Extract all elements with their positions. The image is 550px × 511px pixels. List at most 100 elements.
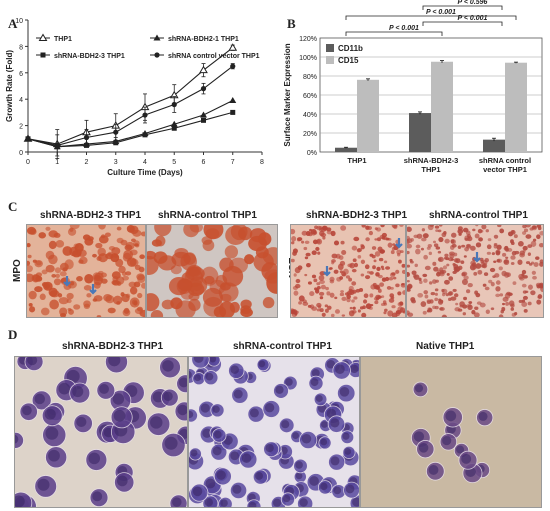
stained-cell <box>48 287 58 297</box>
stained-cell <box>205 228 220 239</box>
y-tick-label: 10 <box>15 18 23 25</box>
stained-cell <box>170 264 182 275</box>
stained-cell <box>471 309 476 315</box>
stained-cell <box>351 299 355 303</box>
stained-cell <box>432 261 437 266</box>
stained-cell <box>309 228 313 232</box>
stained-cell <box>306 262 311 268</box>
y-tick-label: 0 <box>19 150 23 157</box>
stained-cell <box>532 238 537 242</box>
stained-cell <box>525 225 531 228</box>
stained-cell <box>392 243 396 246</box>
stained-cell <box>292 248 298 254</box>
x-tick-label: 8 <box>260 159 264 166</box>
stained-cell <box>48 230 59 238</box>
x-tick-label: 1 <box>55 159 59 166</box>
cell-nucleus <box>248 501 257 507</box>
stained-cell <box>76 276 83 282</box>
category-label: THP1 <box>347 156 366 165</box>
growth-rate-chart: 0 2 4 6 8 10 0 1 2 3 4 5 6 7 8 Culture Time (Days) Growt… <box>5 18 264 177</box>
data-point-marker <box>229 97 237 104</box>
stained-cell <box>316 308 321 312</box>
stained-cell <box>505 301 510 306</box>
stained-cell <box>69 246 78 257</box>
cell-nucleus <box>212 405 220 413</box>
y-tick-label: 120% <box>299 36 317 43</box>
cell-nucleus <box>418 443 429 453</box>
stained-cell <box>390 250 395 255</box>
stained-cell <box>472 228 476 232</box>
stained-cell <box>140 231 145 237</box>
y-tick-label: 6 <box>19 71 23 78</box>
stained-cell <box>494 273 500 278</box>
stained-cell <box>419 280 423 284</box>
data-point-marker <box>228 43 238 51</box>
cell-nucleus <box>292 432 300 439</box>
stained-cell <box>441 288 445 293</box>
stained-cell <box>176 278 192 295</box>
stained-cell <box>484 257 489 263</box>
stained-cell <box>389 293 395 298</box>
cell-nucleus <box>192 486 203 497</box>
cell-nucleus <box>190 449 198 457</box>
stained-cell <box>307 304 312 308</box>
stained-cell <box>32 259 37 263</box>
caption-d-control: shRNA-control THP1 <box>233 341 332 352</box>
y-axis-title: Surface Marker Expression <box>283 43 292 146</box>
cell-nucleus <box>112 393 125 405</box>
y-tick-label: 8 <box>19 44 23 51</box>
stained-cell <box>376 237 381 242</box>
stained-cell <box>527 244 533 249</box>
stained-cell <box>407 226 412 232</box>
stained-cell <box>437 229 442 233</box>
significance-label: P < 0.001 <box>426 9 456 16</box>
stained-cell <box>180 252 197 271</box>
stained-cell <box>107 307 116 314</box>
stained-cell <box>365 237 370 242</box>
stained-cell <box>28 303 33 307</box>
x-tick-label: 7 <box>231 159 235 166</box>
stained-cell <box>462 312 467 316</box>
cell-nucleus <box>249 408 259 418</box>
cell-nucleus <box>212 446 222 456</box>
stained-cell <box>407 284 413 289</box>
stained-cell <box>348 277 353 282</box>
stained-cell <box>264 269 277 284</box>
stained-cell <box>488 279 493 284</box>
cell-nucleus <box>301 433 312 444</box>
stained-cell <box>97 247 106 257</box>
nse-control-micrograph <box>406 224 544 318</box>
stained-cell <box>111 247 121 255</box>
stained-cell <box>305 252 311 257</box>
cell-nucleus <box>88 452 101 465</box>
stained-cell <box>116 226 122 231</box>
stained-cell <box>122 275 129 281</box>
data-point-marker <box>170 120 178 127</box>
legend-swatch <box>326 44 334 52</box>
stained-cell <box>538 284 543 289</box>
stained-cell <box>40 307 50 316</box>
stained-cell <box>521 299 526 303</box>
stained-cell <box>240 307 253 317</box>
cell-nucleus <box>92 491 103 502</box>
stained-cell <box>473 271 478 276</box>
stained-cell <box>537 295 541 299</box>
stained-cell <box>329 292 335 298</box>
stained-cell <box>129 286 138 295</box>
stained-cell <box>379 282 385 287</box>
stained-cell <box>527 301 532 306</box>
stained-cell <box>510 307 515 311</box>
y-tick-label: 4 <box>19 97 23 104</box>
stained-cell <box>451 232 457 238</box>
cell-nucleus <box>461 453 472 464</box>
stained-cell <box>331 253 338 259</box>
legend-label: shRNA control vector THP1 <box>168 53 260 60</box>
stained-cell <box>101 278 108 284</box>
stained-cell <box>298 295 305 302</box>
stained-cell <box>147 255 159 275</box>
stained-cell <box>204 275 215 285</box>
stained-cell <box>478 237 483 242</box>
y-tick-label: 40% <box>303 112 317 119</box>
stained-cell <box>49 299 60 310</box>
stained-cell <box>291 236 297 242</box>
